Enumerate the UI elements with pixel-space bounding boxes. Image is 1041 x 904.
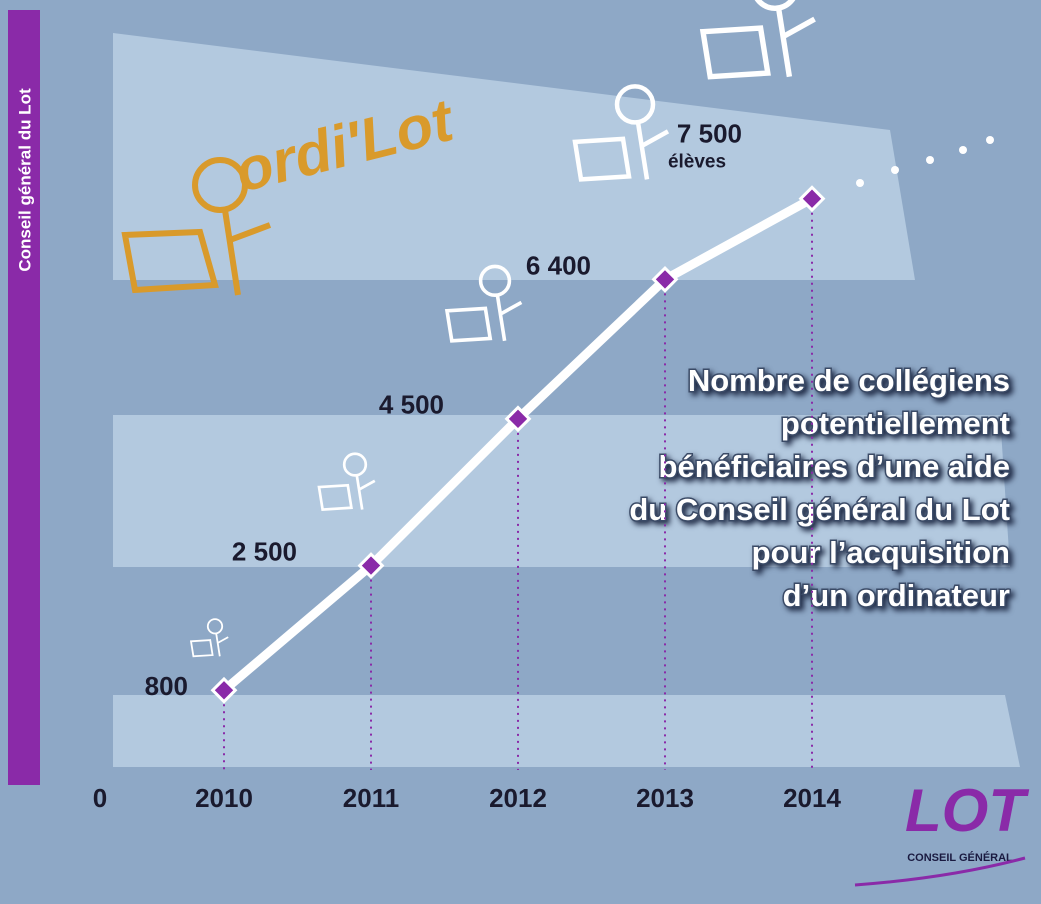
value-label: 2 500	[232, 536, 297, 566]
x-tick-label: 2014	[783, 783, 841, 813]
x-tick-label: 2012	[489, 783, 547, 813]
chart-title: bénéficiaires d’une aide	[659, 449, 1010, 484]
value-label: 7 500	[677, 119, 742, 149]
value-label: 6 400	[526, 250, 591, 280]
logo-name: LOT	[905, 777, 1029, 844]
value-label: 800	[145, 671, 188, 701]
side-label: Conseil général du Lot	[15, 88, 34, 272]
chart-title: potentiellement	[781, 406, 1010, 441]
chart-title: pour l’acquisition	[752, 535, 1010, 570]
band	[113, 695, 1020, 767]
x-tick-label: 2011	[343, 783, 399, 813]
chart-title: du Conseil général du Lot	[629, 492, 1010, 527]
value-label: 4 500	[379, 390, 444, 420]
unit-label: élèves	[668, 152, 726, 173]
chart: Conseil général du Lot ordi'Lot LOT CONS…	[0, 0, 1041, 904]
chart-title: d’un ordinateur	[783, 578, 1010, 613]
x-tick-label: 2013	[636, 783, 694, 813]
logo-subtitle: CONSEIL GÉNÉRAL	[907, 851, 1013, 864]
y-tick-label: 0	[93, 783, 107, 813]
chart-title: Nombre de collégiens	[688, 363, 1010, 398]
x-tick-label: 2010	[195, 783, 253, 813]
